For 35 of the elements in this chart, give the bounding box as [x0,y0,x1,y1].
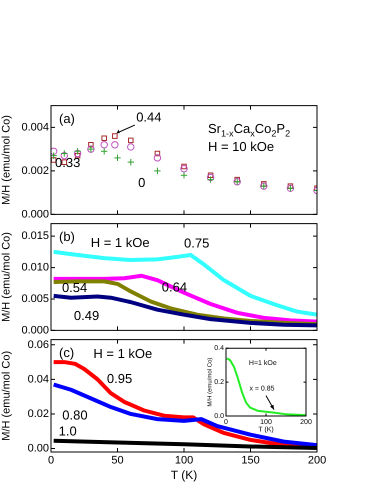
series-label: 1.0 [58,423,77,438]
series-label: 0.80 [62,407,88,422]
x-tick-label: 50 [111,454,124,467]
series-label: 0.33 [55,154,80,170]
y-axis-title: M/H (emu/mol Co) [0,115,13,205]
text: (b) [59,229,75,244]
annotation: H = 1 kOe [90,235,150,250]
y-axis-title: M/H (emu/mol Co) [0,350,13,441]
series-label: 0.75 [184,236,210,251]
text: (c) [59,345,74,360]
series-label: 0.44 [136,110,162,125]
y-tick-label: 0.002 [21,164,49,177]
y-tick-label: 0.010 [21,262,49,274]
text: (a) [59,111,75,126]
series-label: 0.49 [74,308,100,324]
series-label: 0 [138,174,146,190]
series-label: 0.54 [62,280,88,295]
x-tick-label: 200 [308,454,326,467]
y-tick-label: 0.005 [21,293,49,306]
y-axis-title: M/H (emu/mol Co) [0,232,13,322]
annotation: H = 10 kOe [208,139,274,154]
series-label: 0.95 [106,370,132,386]
y-tick-label: 0.02 [28,408,49,420]
x-tick-label: 150 [241,454,260,467]
y-tick-label: 0.000 [21,324,49,336]
y-tick-label: 0.06 [28,338,49,351]
y-tick-label: 0.004 [21,121,49,134]
y-tick-label: 0.00 [28,442,49,455]
x-tick-label: 100 [174,454,194,467]
y-tick-label: 0.04 [28,373,49,386]
x-axis-title: T (K) [170,468,198,482]
y-tick-label: 0.000 [21,208,49,220]
x-tick-label: 0 [48,454,54,467]
annotation: H = 1 kOe [93,346,152,362]
y-tick-label: 0.015 [21,230,49,242]
